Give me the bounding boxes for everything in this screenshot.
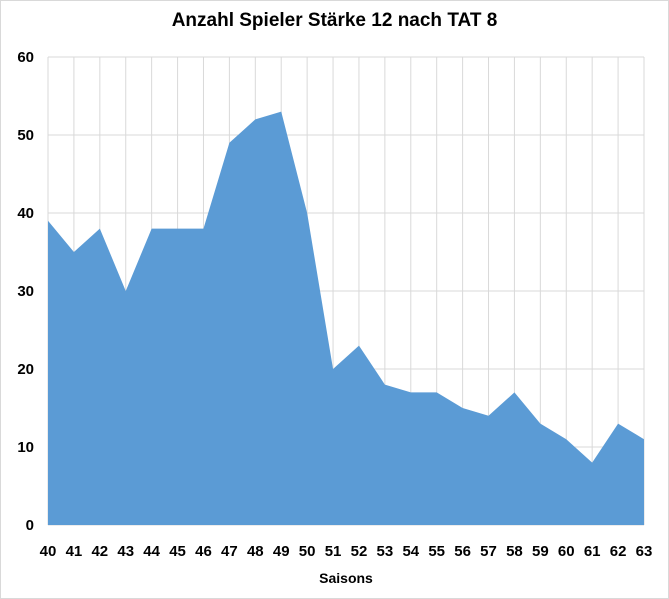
x-axis-title: Saisons xyxy=(319,570,373,586)
x-tick-label: 48 xyxy=(247,543,264,560)
x-axis-ticks: 40 41 42 43 44 45 46 47 48 49 50 51 52 53 54 55 56 57 58 59… xyxy=(40,543,653,560)
y-tick-label: 60 xyxy=(17,49,34,66)
x-tick-label: 52 xyxy=(351,543,368,560)
y-tick-label: 20 xyxy=(17,361,34,378)
area-fill xyxy=(48,111,644,525)
x-tick-label: 56 xyxy=(454,543,471,560)
x-tick-label: 55 xyxy=(428,543,445,560)
area-series xyxy=(47,111,645,525)
x-tick-label: 59 xyxy=(532,543,549,560)
y-axis-ticks: 0 10 20 30 40 50 60 xyxy=(17,49,34,534)
x-tick-label: 43 xyxy=(117,543,134,560)
x-tick-label: 40 xyxy=(40,543,57,560)
x-tick-label: 54 xyxy=(402,543,419,560)
y-tick-label: 40 xyxy=(17,205,34,222)
y-tick-label: 30 xyxy=(17,283,34,300)
x-tick-label: 44 xyxy=(143,543,160,560)
y-tick-label: 50 xyxy=(17,127,34,144)
x-tick-label: 45 xyxy=(169,543,186,560)
x-tick-label: 50 xyxy=(299,543,316,560)
x-tick-label: 61 xyxy=(584,543,601,560)
x-tick-label: 53 xyxy=(377,543,394,560)
y-tick-label: 10 xyxy=(17,439,34,456)
x-tick-label: 63 xyxy=(636,543,653,560)
x-tick-label: 60 xyxy=(558,543,575,560)
x-tick-label: 51 xyxy=(325,543,342,560)
x-tick-label: 49 xyxy=(273,543,290,560)
x-tick-label: 41 xyxy=(66,543,83,560)
x-tick-label: 57 xyxy=(480,543,497,560)
chart-title: Anzahl Spieler Stärke 12 nach TAT 8 xyxy=(171,10,498,31)
x-tick-label: 47 xyxy=(221,543,238,560)
x-tick-label: 46 xyxy=(195,543,212,560)
x-tick-label: 58 xyxy=(506,543,523,560)
x-tick-label: 42 xyxy=(91,543,108,560)
x-tick-label: 62 xyxy=(610,543,627,560)
y-tick-label: 0 xyxy=(26,517,34,534)
